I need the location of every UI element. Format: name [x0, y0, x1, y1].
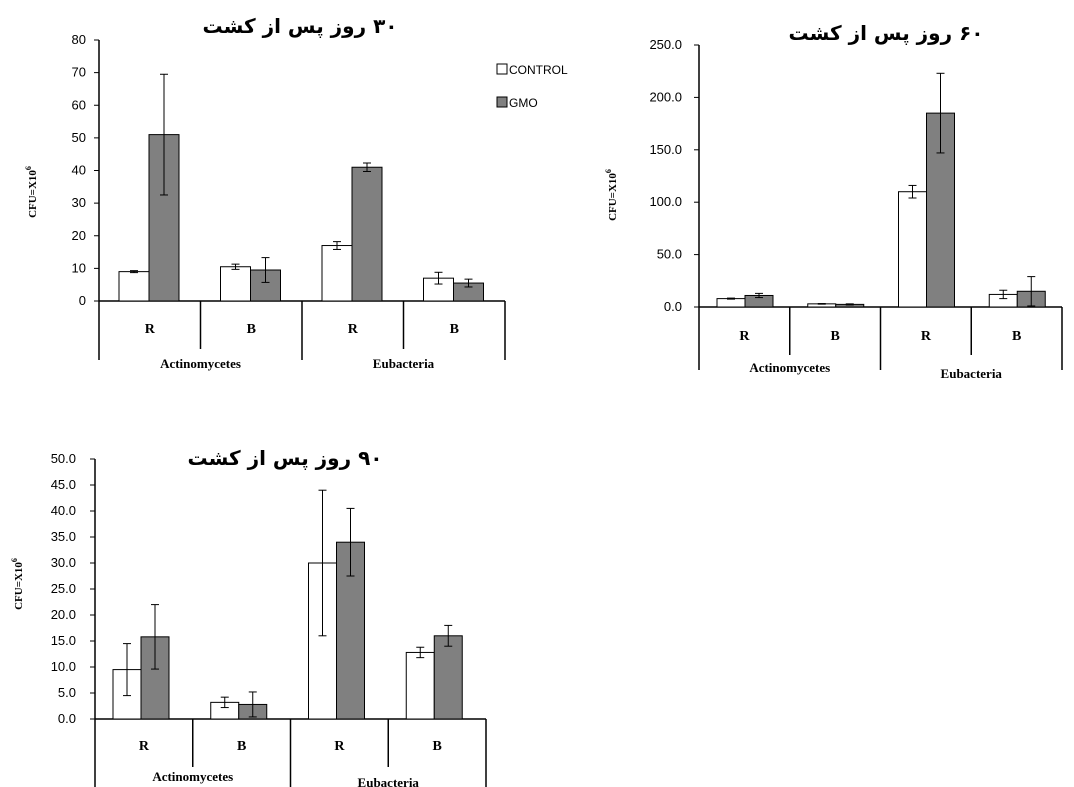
y-axis-label: CFU=X106 — [604, 169, 619, 221]
group-label: Actinomycetes — [152, 769, 233, 784]
chart-title: ۶۰ روز پس از کشت — [788, 21, 983, 46]
group-label: Eubacteria — [373, 356, 435, 371]
y-tick-label: 250.0 — [649, 37, 682, 52]
category-label: R — [739, 329, 750, 344]
bar-control — [405, 651, 435, 720]
y-tick-label: 25.0 — [51, 581, 76, 596]
bar-control — [118, 271, 150, 302]
y-tick-label: 40.0 — [51, 503, 76, 518]
y-tick-label: 30.0 — [51, 555, 76, 570]
y-tick-label: 0.0 — [664, 299, 682, 314]
y-tick-label: 10 — [72, 260, 86, 275]
y-tick-label: 0.0 — [58, 711, 76, 726]
y-tick-label: 15.0 — [51, 633, 76, 648]
y-tick-label: 150.0 — [649, 142, 682, 157]
y-tick-label: 50.0 — [51, 451, 76, 466]
chart-title: ۳۰ روز پس از کشت — [202, 14, 397, 39]
chart-panel-1: ۳۰ روز پس از کشت CFU=X106 0 10 20 30 40 50 60 70 8… — [24, 14, 506, 371]
category-label: B — [830, 329, 839, 344]
category-label: B — [247, 322, 256, 337]
bar-control — [898, 191, 927, 308]
chart-title: ۹۰ روز پس از کشت — [187, 446, 382, 471]
bar-gmo — [433, 635, 463, 720]
y-tick-label: 70 — [72, 65, 86, 80]
category-label: R — [348, 322, 359, 337]
legend-swatch-control — [496, 63, 508, 75]
group-label: Actinomycetes — [160, 356, 241, 371]
bar-gmo — [351, 166, 383, 302]
y-tick-label: 100.0 — [649, 194, 682, 209]
y-tick-label: 80 — [72, 32, 86, 47]
legend-label-gmo: GMO — [509, 96, 538, 110]
y-tick-label: 10.0 — [51, 659, 76, 674]
y-tick-label: 50 — [72, 130, 86, 145]
group-label: Eubacteria — [941, 366, 1003, 381]
y-tick-label: 5.0 — [58, 685, 76, 700]
y-tick-label: 40 — [72, 163, 86, 178]
group-label: Eubacteria — [358, 775, 420, 787]
category-label: B — [432, 739, 441, 754]
y-tick-label: 45.0 — [51, 477, 76, 492]
y-axis-label: CFU=X106 — [10, 558, 25, 610]
group-label: Actinomycetes — [749, 360, 830, 375]
y-tick-label: 35.0 — [51, 529, 76, 544]
bar-control — [321, 245, 353, 302]
category-label: R — [334, 739, 345, 754]
bar-control — [220, 266, 251, 302]
chart-panel-2: ۶۰ روز پس از کشت CFU=X106 0.0 50.0 100.0 150.… — [604, 21, 1063, 381]
legend-label-control: CONTROL — [509, 63, 568, 77]
category-label: B — [1012, 329, 1021, 344]
y-tick-label: 60 — [72, 97, 86, 112]
y-tick-label: 50.0 — [657, 247, 682, 262]
category-label: B — [450, 322, 459, 337]
y-tick-label: 30 — [72, 195, 86, 210]
category-label: R — [139, 739, 150, 754]
category-label: R — [921, 329, 932, 344]
y-tick-label: 0 — [79, 293, 86, 308]
bar-gmo — [250, 269, 281, 302]
y-tick-label: 20.0 — [51, 607, 76, 622]
y-tick-label: 200.0 — [649, 89, 682, 104]
y-axis-label: CFU=X106 — [24, 166, 39, 218]
chart-panel-3: ۹۰ روز پس از کشت CFU=X106 0.0 5.0 10.0 15.0 20… — [10, 446, 487, 787]
legend: CONTROL GMO — [496, 63, 568, 110]
category-label: B — [237, 739, 246, 754]
legend-swatch-gmo — [496, 96, 508, 108]
category-label: R — [145, 322, 156, 337]
y-tick-label: 20 — [72, 228, 86, 243]
bar-control — [716, 298, 746, 308]
